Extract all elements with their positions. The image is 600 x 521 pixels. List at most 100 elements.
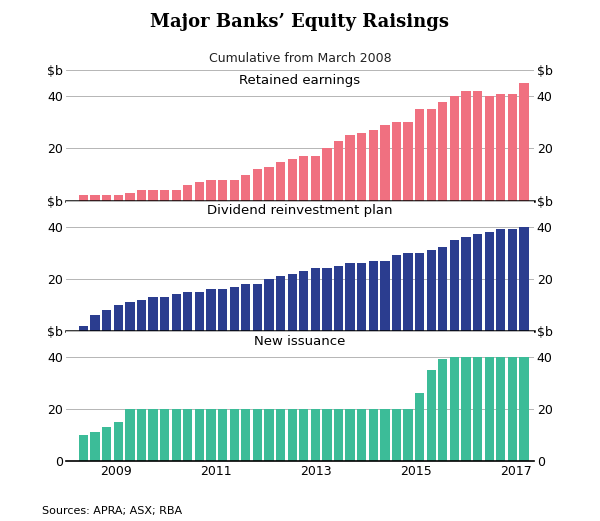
Bar: [311, 268, 320, 331]
Bar: [125, 302, 134, 331]
Bar: [322, 148, 332, 201]
Bar: [218, 180, 227, 201]
Bar: [195, 292, 204, 331]
Bar: [438, 359, 448, 461]
Bar: [346, 135, 355, 201]
Bar: [346, 263, 355, 331]
Bar: [230, 409, 239, 461]
Bar: [473, 357, 482, 461]
Bar: [91, 195, 100, 201]
Bar: [276, 162, 285, 201]
Bar: [172, 294, 181, 331]
Bar: [241, 175, 250, 201]
Bar: [520, 227, 529, 331]
Bar: [334, 409, 343, 461]
Bar: [113, 195, 123, 201]
Bar: [403, 122, 413, 201]
Bar: [287, 274, 297, 331]
Bar: [403, 409, 413, 461]
Bar: [520, 83, 529, 201]
Bar: [148, 190, 158, 201]
Bar: [473, 234, 482, 331]
Bar: [496, 357, 505, 461]
Bar: [357, 409, 367, 461]
Bar: [508, 94, 517, 201]
Bar: [485, 232, 494, 331]
Bar: [253, 409, 262, 461]
Bar: [415, 253, 424, 331]
Bar: [334, 141, 343, 201]
Bar: [450, 96, 459, 201]
Bar: [311, 156, 320, 201]
Bar: [265, 167, 274, 201]
Bar: [427, 250, 436, 331]
Bar: [392, 409, 401, 461]
Bar: [485, 357, 494, 461]
Bar: [125, 193, 134, 201]
Bar: [241, 409, 250, 461]
Bar: [102, 427, 112, 461]
Bar: [218, 289, 227, 331]
Bar: [438, 247, 448, 331]
Text: Cumulative from March 2008: Cumulative from March 2008: [209, 52, 391, 65]
Bar: [346, 409, 355, 461]
Bar: [380, 260, 389, 331]
Bar: [206, 409, 215, 461]
Bar: [183, 409, 193, 461]
Bar: [102, 310, 112, 331]
Text: Dividend reinvestment plan: Dividend reinvestment plan: [207, 204, 393, 217]
Bar: [496, 94, 505, 201]
Bar: [357, 133, 367, 201]
Bar: [322, 268, 332, 331]
Bar: [172, 409, 181, 461]
Bar: [508, 357, 517, 461]
Bar: [183, 292, 193, 331]
Bar: [287, 409, 297, 461]
Bar: [265, 409, 274, 461]
Bar: [137, 190, 146, 201]
Bar: [322, 409, 332, 461]
Bar: [461, 357, 470, 461]
Bar: [102, 195, 112, 201]
Bar: [113, 305, 123, 331]
Bar: [137, 300, 146, 331]
Bar: [380, 409, 389, 461]
Bar: [357, 263, 367, 331]
Bar: [461, 237, 470, 331]
Bar: [79, 326, 88, 331]
Bar: [253, 284, 262, 331]
Bar: [311, 409, 320, 461]
Bar: [91, 315, 100, 331]
Bar: [392, 255, 401, 331]
Bar: [195, 182, 204, 201]
Bar: [241, 284, 250, 331]
Bar: [450, 357, 459, 461]
Bar: [368, 409, 378, 461]
Bar: [79, 195, 88, 201]
Bar: [276, 276, 285, 331]
Bar: [206, 289, 215, 331]
Bar: [148, 409, 158, 461]
Bar: [183, 185, 193, 201]
Bar: [253, 169, 262, 201]
Bar: [427, 109, 436, 201]
Bar: [427, 370, 436, 461]
Bar: [276, 409, 285, 461]
Bar: [299, 409, 308, 461]
Bar: [218, 409, 227, 461]
Bar: [473, 91, 482, 201]
Bar: [299, 271, 308, 331]
Bar: [160, 297, 169, 331]
Bar: [287, 159, 297, 201]
Bar: [496, 229, 505, 331]
Bar: [334, 266, 343, 331]
Bar: [206, 180, 215, 201]
Bar: [160, 409, 169, 461]
Bar: [380, 125, 389, 201]
Bar: [160, 190, 169, 201]
Text: New issuance: New issuance: [254, 335, 346, 348]
Text: Retained earnings: Retained earnings: [239, 74, 361, 87]
Bar: [230, 180, 239, 201]
Bar: [79, 435, 88, 461]
Text: Sources: APRA; ASX; RBA: Sources: APRA; ASX; RBA: [42, 506, 182, 516]
